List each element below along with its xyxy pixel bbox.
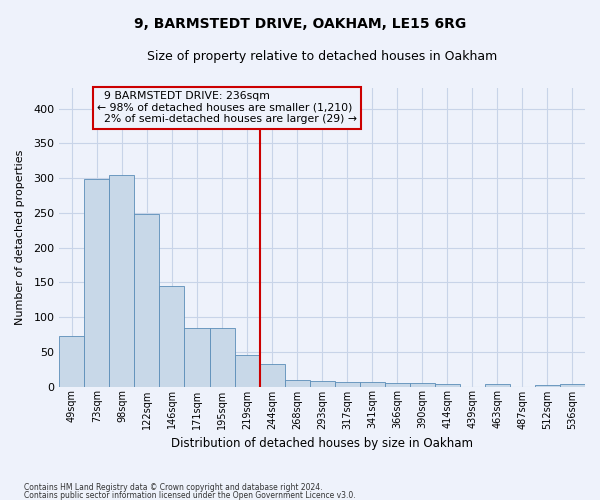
Bar (435, 384, 460, 386)
Bar (59, 336, 85, 386)
Text: 9, BARMSTEDT DRIVE, OAKHAM, LE15 6RG: 9, BARMSTEDT DRIVE, OAKHAM, LE15 6RG (134, 18, 466, 32)
Bar (160, 286, 184, 386)
Bar (134, 214, 160, 386)
Bar (385, 383, 410, 386)
Bar (109, 176, 134, 386)
Text: Contains public sector information licensed under the Open Government Licence v3: Contains public sector information licen… (24, 490, 356, 500)
Bar (235, 356, 260, 386)
Bar (535, 385, 560, 386)
Bar (410, 383, 435, 386)
Bar (335, 382, 360, 386)
Bar (85, 180, 109, 386)
Text: 9 BARMSTEDT DRIVE: 236sqm
← 98% of detached houses are smaller (1,210)
  2% of s: 9 BARMSTEDT DRIVE: 236sqm ← 98% of detac… (97, 92, 357, 124)
Bar (284, 380, 310, 386)
Title: Size of property relative to detached houses in Oakham: Size of property relative to detached ho… (147, 50, 497, 63)
Bar (209, 328, 235, 386)
Bar (360, 382, 385, 386)
Bar (260, 364, 284, 386)
Bar (485, 384, 510, 386)
Y-axis label: Number of detached properties: Number of detached properties (15, 150, 25, 325)
Bar (560, 384, 585, 386)
Bar (184, 328, 209, 386)
Bar (310, 381, 335, 386)
Text: Contains HM Land Registry data © Crown copyright and database right 2024.: Contains HM Land Registry data © Crown c… (24, 484, 323, 492)
X-axis label: Distribution of detached houses by size in Oakham: Distribution of detached houses by size … (171, 437, 473, 450)
